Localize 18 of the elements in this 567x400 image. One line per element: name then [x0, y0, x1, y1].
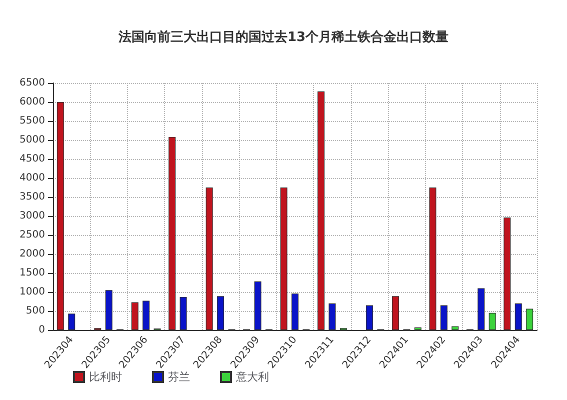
y-tick-label: 6500 [20, 78, 45, 88]
y-tick-label: 4000 [20, 172, 45, 184]
y-tick-label: 1000 [20, 286, 45, 298]
y-tick-label: 2500 [20, 230, 45, 240]
y-tick-label: 1500 [20, 268, 45, 278]
y-tick-label: 4500 [20, 154, 45, 164]
chart-title: 法国向前三大出口目的国过去13个月稀土铁合金出口数量 [117, 29, 449, 45]
legend-label: 芬兰 [168, 370, 190, 384]
y-tick-label: 3500 [20, 192, 45, 202]
y-tick-label: 5500 [20, 116, 45, 126]
y-tick-label: 500 [26, 306, 45, 316]
y-tick-label: 2000 [20, 248, 45, 260]
legend-label: 意大利 [235, 370, 269, 384]
y-tick-label: 3000 [20, 210, 45, 222]
y-tick-label: 6000 [20, 96, 45, 108]
legend-label: 比利时 [89, 370, 122, 384]
y-tick-label: 5000 [20, 134, 45, 146]
y-tick-label: 0 [38, 324, 45, 336]
